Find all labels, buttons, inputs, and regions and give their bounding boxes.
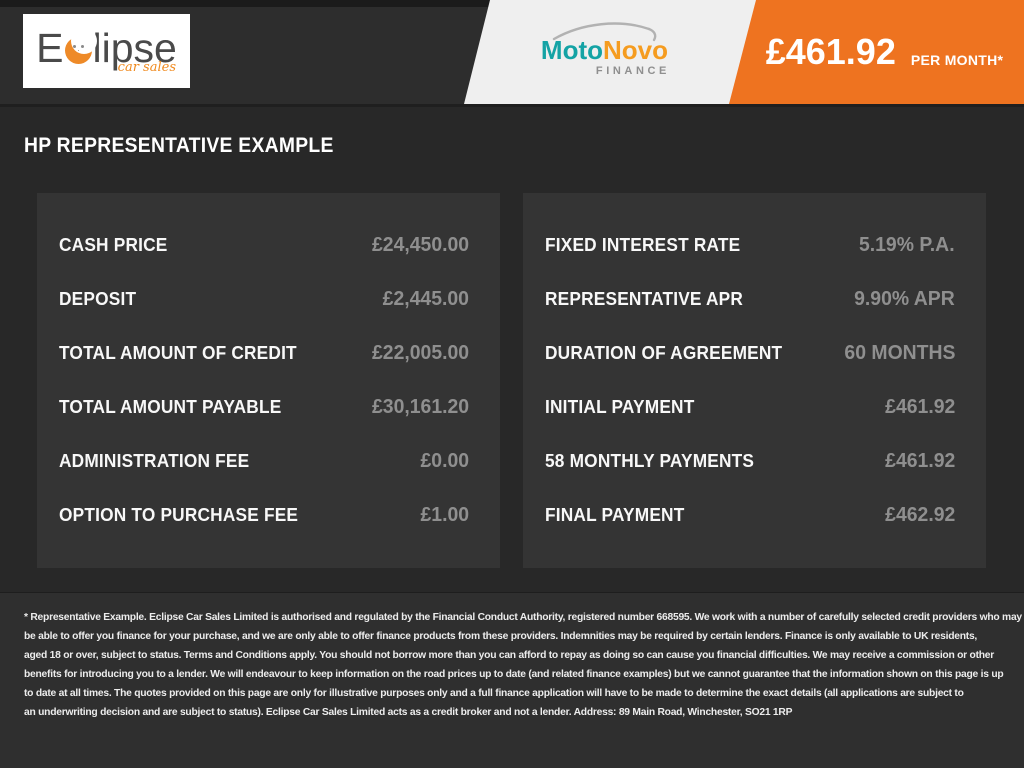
finance-row-label: DEPOSIT	[59, 289, 137, 309]
finance-row: 58 MONTHLY PAYMENTS £461.92	[523, 450, 986, 473]
finance-row-value: £1.00	[420, 504, 469, 526]
finance-panel-left: CASH PRICE £24,450.00 DEPOSIT £2,445.00 …	[37, 193, 500, 568]
finance-row: DEPOSIT £2,445.00	[37, 288, 500, 311]
finance-row: REPRESENTATIVE APR 9.90% APR	[523, 288, 986, 311]
monthly-price-amount: £461.92	[765, 31, 896, 72]
finance-row-label: 58 MONTHLY PAYMENTS	[545, 451, 755, 471]
disclaimer-section: * Representative Example. Eclipse Car Sa…	[0, 592, 1024, 768]
motonovo-word-teal: Moto	[540, 35, 603, 65]
finance-row: TOTAL AMOUNT OF CREDIT £22,005.00	[37, 342, 500, 365]
finance-row: OPTION TO PURCHASE FEE £1.00	[37, 504, 500, 527]
finance-row-value: 60 MONTHS	[843, 342, 955, 364]
finance-row-label: TOTAL AMOUNT PAYABLE	[59, 397, 282, 417]
car-swoosh-icon	[552, 22, 657, 42]
eclipse-tagline: car sales	[117, 59, 176, 75]
finance-row-label: INITIAL PAYMENT	[545, 397, 695, 417]
disclaimer-line: to date at all times. The quotes provide…	[24, 688, 964, 699]
finance-row-label: REPRESENTATIVE APR	[545, 289, 744, 309]
finance-row-value: £461.92	[884, 450, 955, 472]
finance-panel-right: FIXED INTEREST RATE 5.19% P.A. REPRESENT…	[523, 193, 986, 568]
header-orange-band	[729, 0, 1024, 104]
finance-row-value: 5.19% P.A.	[859, 234, 955, 256]
disclaimer-line: aged 18 or over, subject to status. Term…	[24, 650, 995, 661]
eclipse-word-start: E	[36, 24, 64, 71]
finance-row-value: 9.90% APR	[854, 288, 955, 310]
page-title: HP REPRESENTATIVE EXAMPLE	[24, 134, 334, 157]
eclipse-logo: E lipse car sales	[23, 14, 190, 88]
finance-row-value: £24,450.00	[371, 234, 469, 256]
finance-row: CASH PRICE £24,450.00	[37, 234, 500, 257]
finance-row: FINAL PAYMENT £462.92	[523, 504, 986, 527]
finance-row: FIXED INTEREST RATE 5.19% P.A.	[523, 234, 986, 257]
finance-row-value: £30,161.20	[371, 396, 469, 418]
finance-row: INITIAL PAYMENT £461.92	[523, 396, 986, 419]
finance-row-label: ADMINISTRATION FEE	[59, 451, 250, 471]
finance-row-label: OPTION TO PURCHASE FEE	[59, 505, 299, 525]
finance-row-value: £462.92	[884, 504, 955, 526]
finance-row-value: £0.00	[420, 450, 469, 472]
disclaimer-line: * Representative Example. Eclipse Car Sa…	[24, 612, 1022, 623]
eclipse-word-end: lipse	[92, 24, 177, 71]
monthly-price-period: PER MONTH*	[910, 52, 1004, 68]
motonovo-logo: MotoNovo FINANCE	[538, 18, 668, 77]
finance-row-value: £22,005.00	[371, 342, 469, 364]
finance-row: TOTAL AMOUNT PAYABLE £30,161.20	[37, 396, 500, 419]
crescent-moon-icon	[64, 28, 97, 64]
header-divider	[0, 104, 1024, 107]
eclipse-logo-word: E lipse	[36, 24, 177, 71]
disclaimer-line: be able to offer you finance for your pu…	[24, 631, 978, 642]
finance-row-value: £461.92	[884, 396, 955, 418]
header-banner: E lipse car sales MotoNovo FINANCE £461.…	[0, 0, 1024, 104]
finance-row-label: DURATION OF AGREEMENT	[545, 343, 783, 363]
finance-row-value: £2,445.00	[382, 288, 469, 310]
motonovo-word-orange: Novo	[603, 35, 668, 65]
disclaimer-line: an underwriting decision and are subject…	[24, 707, 793, 718]
finance-row: ADMINISTRATION FEE £0.00	[37, 450, 500, 473]
monthly-price: £461.92 PER MONTH*	[745, 0, 1024, 104]
finance-row-label: FIXED INTEREST RATE	[545, 235, 741, 255]
finance-row-label: CASH PRICE	[59, 235, 168, 255]
finance-row-label: FINAL PAYMENT	[545, 505, 685, 525]
motonovo-wordmark: MotoNovo	[541, 37, 668, 63]
finance-row: DURATION OF AGREEMENT 60 MONTHS	[523, 342, 986, 365]
finance-row-label: TOTAL AMOUNT OF CREDIT	[59, 343, 297, 363]
disclaimer-line: benefits for introducing you to a lender…	[24, 669, 1004, 680]
motonovo-subtitle: FINANCE	[595, 65, 670, 77]
